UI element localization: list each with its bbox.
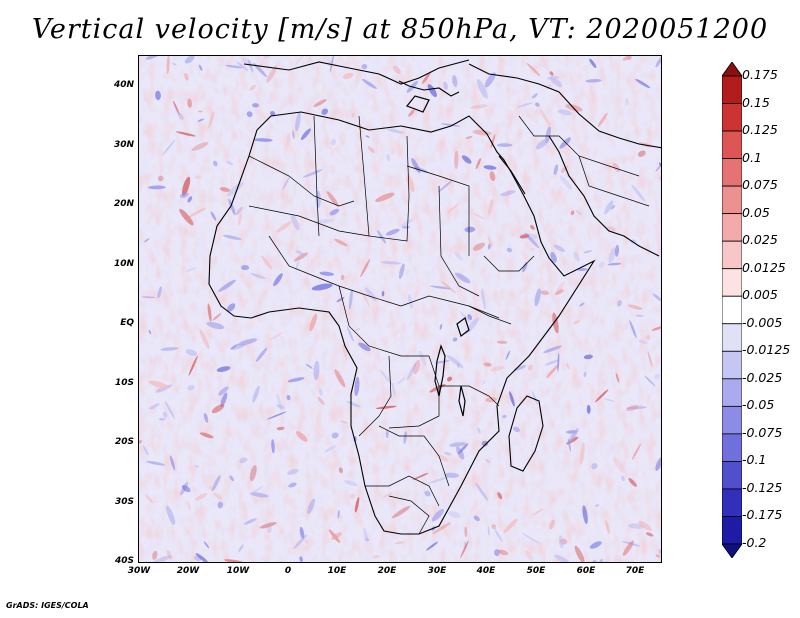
lon-tick-label: 70E [625,566,645,576]
lat-tick-label: 10S [114,378,134,388]
colorbar-tick-label: 0.005 [742,287,778,303]
colorbar-segment [722,240,742,270]
ascent-pattern [139,56,661,562]
colorbar-segment [722,213,742,242]
coastlines [208,59,661,535]
lon-tick-label: 10W [226,566,250,576]
lon-tick-label: 40E [476,566,496,576]
velocity-blobs [139,56,661,562]
colorbar-tick-label: -0.075 [742,424,783,440]
lon-tick-label: 30E [427,566,447,576]
colorbar-tick-label: 0.025 [742,232,778,248]
colorbar-bottom-arrow [722,543,742,558]
lon-tick-label: 60E [576,566,596,576]
lat-tick-label: 30N [113,140,134,150]
colorbar-tick-label: 0.1 [742,149,762,165]
colorbar-segment [722,405,742,435]
lat-tick-label: 40S [114,556,134,566]
colorbar-segment [722,516,742,545]
colorbar-segment [722,461,742,490]
colorbar-tick-label: -0.005 [742,314,783,330]
lat-tick-label: 20S [114,437,134,447]
colorbar-segment [722,295,742,325]
colorbar [722,62,742,558]
colorbar-tick-label: -0.05 [742,397,775,413]
colorbar-tick-label: 0.125 [742,122,778,138]
lon-tick-label: 30W [127,566,151,576]
lon-tick-label: 20W [176,566,200,576]
colorbar-tick-label: -0.175 [742,507,783,523]
colorbar-segment [722,488,742,517]
lon-tick-label: 0 [284,566,292,576]
colorbar-tick-label: 0.075 [742,177,778,193]
colorbar-tick-label: 0.15 [742,94,770,110]
colorbar-top-arrow [722,62,742,77]
colorbar-segment [722,433,742,462]
lat-tick-label: 20N [113,199,134,209]
colorbar-segment [722,268,742,297]
lon-tick-label: 10E [327,566,347,576]
colorbar-segment [722,158,742,187]
lon-tick-label: 50E [526,566,546,576]
lat-tick-label: 40N [113,80,134,90]
colorbar-segment [722,378,742,407]
colorbar-tick-label: 0.0125 [742,259,786,275]
colorbar-segment [722,103,742,132]
colorbar-segment [722,75,742,104]
lat-tick-label: 30S [114,497,134,507]
colorbar-segment [722,130,742,159]
lat-tick-label: 10N [113,259,134,269]
colorbar-segment [722,323,742,352]
lat-tick-label: EQ [120,318,134,328]
colorbar-segment [722,185,742,215]
chart-title: Vertical velocity [m/s] at 850hPa, VT: 2… [31,14,769,45]
colorbar-tick-label: 0.05 [742,204,770,220]
credit-text: GrADS: IGES/COLA [6,601,89,610]
colorbar-tick-label: -0.025 [742,369,783,385]
colorbar-tick-label: -0.0125 [742,342,791,358]
colorbar-tick-label: -0.2 [742,535,767,550]
colorbar-tick-label: 0.175 [742,67,778,82]
lakes [406,95,470,417]
colorbar-tick-label: -0.1 [742,452,767,468]
vertical-velocity-field [139,56,661,562]
country-borders [248,115,650,535]
map-panel [138,55,662,563]
lon-tick-label: 20E [377,566,397,576]
colorbar-segment [722,350,742,380]
colorbar-tick-label: -0.125 [742,479,783,495]
